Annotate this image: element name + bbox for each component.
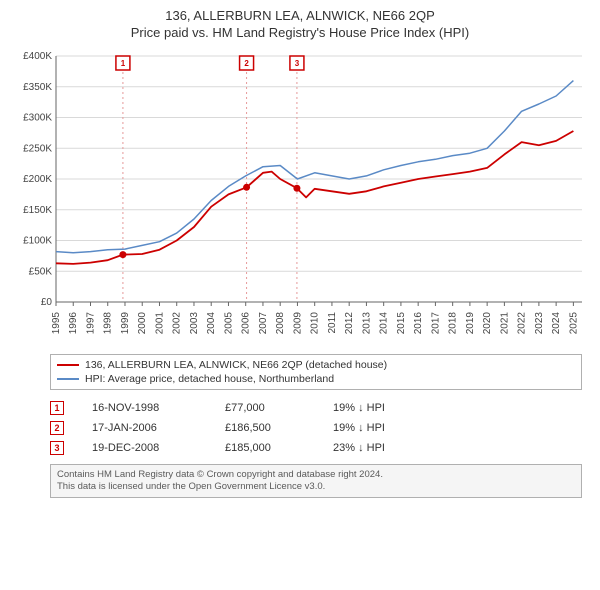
x-tick-label: 2018	[448, 311, 459, 334]
x-tick-label: 2001	[154, 311, 165, 334]
x-tick-label: 2004	[206, 311, 217, 334]
x-tick-label: 2006	[241, 311, 252, 334]
x-tick-label: 2009	[292, 311, 303, 334]
x-tick-label: 2010	[310, 311, 321, 334]
x-tick-label: 2008	[275, 311, 286, 334]
legend-item: HPI: Average price, detached house, Nort…	[57, 372, 575, 386]
legend-label: 136, ALLERBURN LEA, ALNWICK, NE66 2QP (d…	[85, 359, 387, 371]
sale-price: £77,000	[225, 402, 305, 414]
x-tick-label: 2024	[551, 311, 562, 334]
sales-table: 1 16-NOV-1998 £77,000 19% ↓ HPI 2 17-JAN-2006…	[50, 398, 582, 458]
chart-title-line2: Price paid vs. HM Land Registry's House …	[10, 25, 590, 42]
x-tick-label: 2025	[568, 311, 579, 334]
sale-badge: 3	[50, 441, 64, 455]
x-tick-label: 1996	[68, 311, 79, 334]
y-tick-label: £400K	[23, 51, 52, 62]
y-tick-label: £150K	[23, 205, 52, 216]
x-tick-label: 2022	[517, 311, 528, 334]
legend-item: 136, ALLERBURN LEA, ALNWICK, NE66 2QP (d…	[57, 358, 575, 372]
legend-swatch	[57, 378, 79, 380]
x-tick-label: 2020	[482, 311, 493, 334]
x-tick-label: 2000	[137, 311, 148, 334]
legend-label: HPI: Average price, detached house, Nort…	[85, 373, 334, 385]
legend: 136, ALLERBURN LEA, ALNWICK, NE66 2QP (d…	[50, 354, 582, 390]
x-tick-label: 1997	[85, 311, 96, 334]
x-tick-label: 1999	[120, 311, 131, 334]
sale-row: 3 19-DEC-2008 £185,000 23% ↓ HPI	[50, 438, 582, 458]
attribution-footer: Contains HM Land Registry data © Crown c…	[50, 464, 582, 499]
footer-line2: This data is licensed under the Open Gov…	[57, 481, 575, 493]
line-chart-svg: £0 £50K £100K £150K £200K £250K £300K £350K £400…	[10, 48, 590, 348]
x-tick-label: 2019	[465, 311, 476, 334]
x-tick-label: 2013	[361, 311, 372, 334]
y-tick-label: £300K	[23, 112, 52, 123]
sale-diff: 23% ↓ HPI	[333, 442, 433, 454]
sale-badge: 2	[50, 421, 64, 435]
x-tick-label: 2007	[258, 311, 269, 334]
x-tick-label: 2021	[499, 311, 510, 334]
x-tick-label: 2011	[327, 311, 338, 333]
chart-area: £0 £50K £100K £150K £200K £250K £300K £350K £400…	[10, 48, 590, 348]
sale-marker-number: 3	[295, 59, 300, 68]
x-tick-label: 2015	[396, 311, 407, 334]
x-tick-label: 2014	[379, 311, 390, 334]
x-tick-label: 2023	[534, 311, 545, 334]
y-tick-label: £50K	[29, 266, 53, 277]
sale-date: 16-NOV-1998	[92, 402, 197, 414]
x-tick-label: 2012	[344, 311, 355, 334]
sale-point	[293, 185, 300, 192]
y-tick-label: £200K	[23, 174, 52, 185]
y-tick-label: £350K	[23, 82, 52, 93]
legend-swatch	[57, 364, 79, 366]
sale-date: 19-DEC-2008	[92, 442, 197, 454]
sale-point	[119, 251, 126, 258]
sale-price: £185,000	[225, 442, 305, 454]
sale-badge: 1	[50, 401, 64, 415]
x-tick-label: 2016	[413, 311, 424, 334]
footer-line1: Contains HM Land Registry data © Crown c…	[57, 469, 575, 481]
x-tick-label: 2003	[189, 311, 200, 334]
sale-row: 1 16-NOV-1998 £77,000 19% ↓ HPI	[50, 398, 582, 418]
y-tick-label: £250K	[23, 143, 52, 154]
x-tick-label: 2002	[172, 311, 183, 334]
sale-diff: 19% ↓ HPI	[333, 402, 433, 414]
sale-date: 17-JAN-2006	[92, 422, 197, 434]
x-tick-label: 2017	[430, 311, 441, 334]
sale-price: £186,500	[225, 422, 305, 434]
x-tick-label: 2005	[223, 311, 234, 334]
sale-marker-number: 1	[121, 59, 126, 68]
y-tick-label: £100K	[23, 235, 52, 246]
y-tick-label: £0	[41, 297, 53, 308]
sale-row: 2 17-JAN-2006 £186,500 19% ↓ HPI	[50, 418, 582, 438]
sale-marker-number: 2	[244, 59, 249, 68]
chart-title-line1: 136, ALLERBURN LEA, ALNWICK, NE66 2QP	[10, 8, 590, 25]
x-tick-label: 1995	[51, 311, 62, 334]
sale-point	[243, 184, 250, 191]
sale-diff: 19% ↓ HPI	[333, 422, 433, 434]
x-tick-label: 1998	[103, 311, 114, 334]
